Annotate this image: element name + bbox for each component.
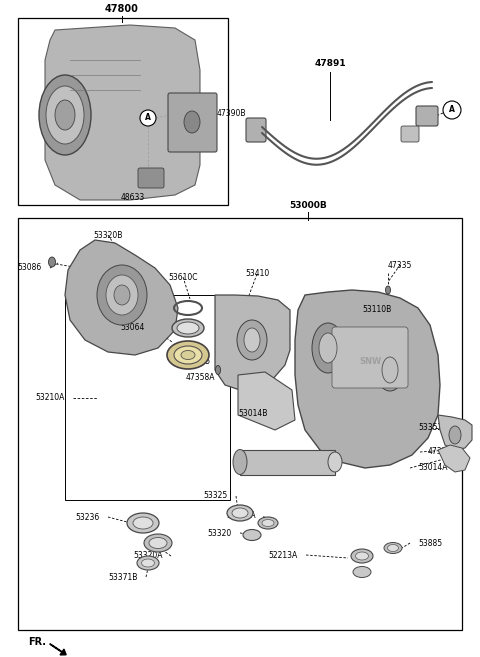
Text: 47358A: 47358A <box>428 447 457 457</box>
Polygon shape <box>238 372 295 430</box>
Ellipse shape <box>232 508 248 518</box>
Text: 53371B: 53371B <box>108 572 138 581</box>
Ellipse shape <box>106 275 138 315</box>
Text: 53885: 53885 <box>418 539 442 547</box>
Text: 47358A: 47358A <box>185 373 215 382</box>
Text: 53040A: 53040A <box>227 512 256 520</box>
FancyBboxPatch shape <box>168 93 217 152</box>
Polygon shape <box>438 445 470 472</box>
Ellipse shape <box>137 556 159 570</box>
Polygon shape <box>295 290 440 468</box>
Ellipse shape <box>184 111 200 133</box>
Bar <box>18 18 228 205</box>
Ellipse shape <box>328 452 342 472</box>
Ellipse shape <box>133 517 153 529</box>
Text: A: A <box>449 106 455 114</box>
Ellipse shape <box>48 257 56 267</box>
Text: SNW: SNW <box>359 357 381 367</box>
Ellipse shape <box>356 552 369 560</box>
Ellipse shape <box>353 566 371 578</box>
Polygon shape <box>45 25 200 200</box>
Text: 53325: 53325 <box>204 491 228 501</box>
Ellipse shape <box>216 365 220 374</box>
Polygon shape <box>65 240 178 355</box>
Ellipse shape <box>376 349 404 391</box>
Ellipse shape <box>144 534 172 552</box>
Text: 53000B: 53000B <box>289 201 327 210</box>
Text: 53210A: 53210A <box>36 394 65 403</box>
Text: 52213A: 52213A <box>269 551 298 560</box>
Polygon shape <box>438 415 472 450</box>
Text: 53215: 53215 <box>186 357 210 367</box>
Text: 48633: 48633 <box>121 193 145 202</box>
Ellipse shape <box>172 319 204 337</box>
Ellipse shape <box>181 350 195 359</box>
Ellipse shape <box>385 286 391 294</box>
Ellipse shape <box>262 520 274 526</box>
Ellipse shape <box>387 545 398 551</box>
Ellipse shape <box>97 265 147 325</box>
Text: 53410: 53410 <box>245 269 269 279</box>
Ellipse shape <box>174 346 202 364</box>
FancyArrow shape <box>50 644 66 655</box>
Ellipse shape <box>227 505 253 521</box>
Ellipse shape <box>449 426 461 444</box>
Text: 53014A: 53014A <box>418 463 447 472</box>
Text: 53236: 53236 <box>76 512 100 522</box>
Circle shape <box>443 101 461 119</box>
FancyBboxPatch shape <box>246 118 266 142</box>
Text: 53014B: 53014B <box>239 409 268 417</box>
Ellipse shape <box>382 357 398 383</box>
Bar <box>65 295 230 500</box>
Ellipse shape <box>312 323 344 373</box>
Text: 47390B: 47390B <box>217 110 247 118</box>
Text: 47335: 47335 <box>388 260 412 269</box>
Ellipse shape <box>258 517 278 529</box>
Ellipse shape <box>243 530 261 541</box>
Ellipse shape <box>351 549 373 563</box>
Ellipse shape <box>142 559 155 567</box>
Text: 53320: 53320 <box>208 528 232 537</box>
Text: 53320B: 53320B <box>93 231 123 240</box>
Text: 53320A: 53320A <box>133 551 163 560</box>
Bar <box>240 450 335 475</box>
Ellipse shape <box>46 86 84 144</box>
Text: 53610C: 53610C <box>168 273 198 281</box>
FancyBboxPatch shape <box>401 126 419 142</box>
Ellipse shape <box>244 328 260 352</box>
Text: 53352: 53352 <box>418 424 442 432</box>
Ellipse shape <box>39 75 91 155</box>
Ellipse shape <box>127 513 159 533</box>
Circle shape <box>140 110 156 126</box>
Text: 53086: 53086 <box>18 263 42 273</box>
FancyBboxPatch shape <box>416 106 438 126</box>
Text: 53110B: 53110B <box>363 306 392 315</box>
Polygon shape <box>215 295 290 390</box>
Ellipse shape <box>114 285 130 305</box>
Text: 53064: 53064 <box>120 323 145 332</box>
Text: A: A <box>145 114 151 122</box>
Ellipse shape <box>167 341 209 369</box>
Ellipse shape <box>384 543 402 553</box>
FancyBboxPatch shape <box>332 327 408 388</box>
Ellipse shape <box>55 100 75 130</box>
Ellipse shape <box>233 449 247 474</box>
Ellipse shape <box>149 537 167 549</box>
Ellipse shape <box>237 320 267 360</box>
FancyBboxPatch shape <box>138 168 164 188</box>
Ellipse shape <box>177 322 199 334</box>
Text: FR.: FR. <box>28 637 46 647</box>
Bar <box>18 218 462 630</box>
Text: 47891: 47891 <box>314 59 346 68</box>
Ellipse shape <box>319 333 337 363</box>
Text: 47800: 47800 <box>105 4 139 14</box>
